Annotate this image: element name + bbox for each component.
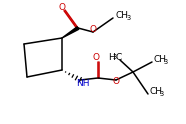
Text: 3: 3: [127, 15, 131, 21]
Text: 3: 3: [113, 54, 117, 60]
Polygon shape: [62, 27, 79, 38]
Text: CH: CH: [153, 55, 166, 63]
Text: C: C: [116, 52, 122, 62]
Text: O: O: [59, 2, 65, 12]
Text: 3: 3: [160, 91, 164, 97]
Text: CH: CH: [149, 87, 162, 95]
Text: O: O: [89, 25, 97, 33]
Text: H: H: [108, 52, 115, 62]
Text: CH: CH: [116, 11, 129, 19]
Text: O: O: [92, 53, 100, 62]
Text: O: O: [113, 78, 119, 87]
Text: NH: NH: [76, 78, 89, 88]
Text: 3: 3: [164, 59, 168, 65]
